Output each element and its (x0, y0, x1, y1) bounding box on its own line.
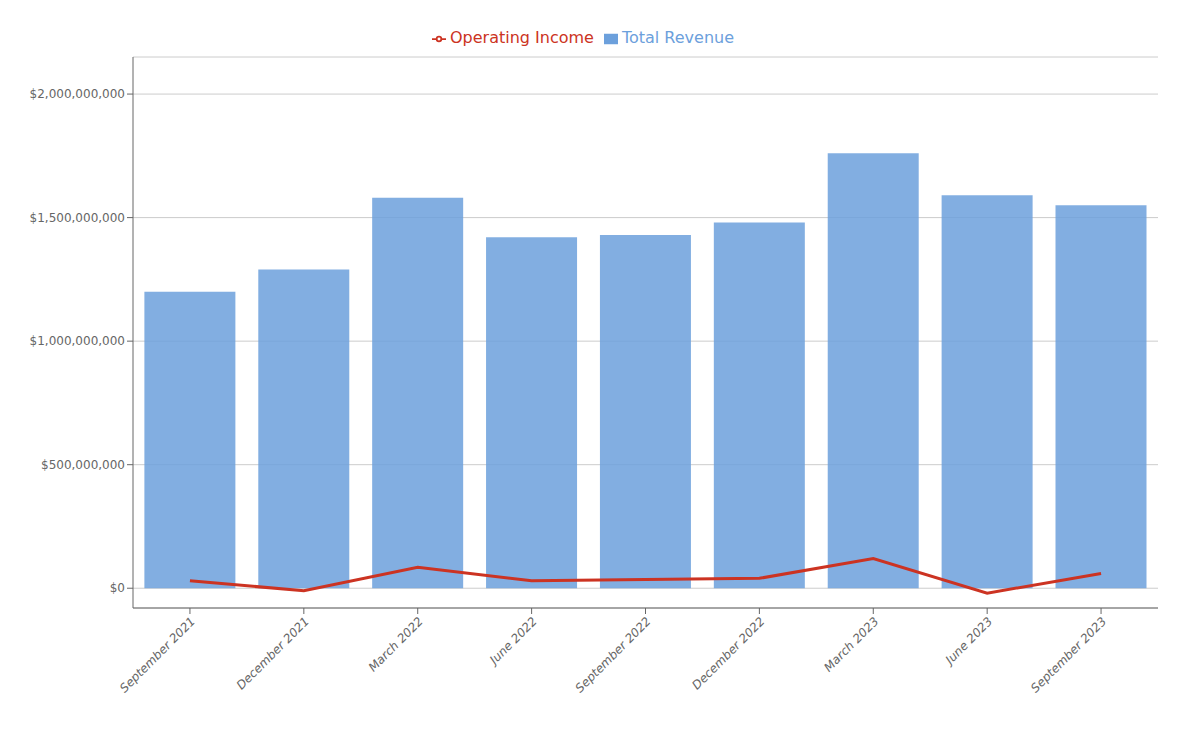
svg-text:$1,500,000,000: $1,500,000,000 (30, 211, 125, 225)
svg-text:September 2022: September 2022 (573, 614, 654, 695)
svg-text:$500,000,000: $500,000,000 (41, 458, 125, 472)
svg-text:$1,000,000,000: $1,000,000,000 (30, 334, 125, 348)
html-text:Total Revenue: Total Revenue (621, 28, 734, 47)
html-text:Operating Income: Operating Income (450, 28, 594, 47)
svg-text:June 2023: June 2023 (941, 614, 995, 668)
svg-text:December 2021: December 2021 (234, 614, 312, 692)
svg-text:September 2023: September 2023 (1028, 614, 1109, 695)
svg-text:June 2022: June 2022 (486, 614, 540, 668)
svg-text:March 2023: March 2023 (821, 614, 881, 674)
svg-text:March 2022: March 2022 (366, 614, 426, 674)
svg-text:$0: $0 (110, 581, 125, 595)
svg-text:$2,000,000,000: $2,000,000,000 (30, 87, 125, 101)
svg-text:December 2022: December 2022 (689, 614, 767, 692)
svg-text:September 2021: September 2021 (117, 614, 198, 695)
